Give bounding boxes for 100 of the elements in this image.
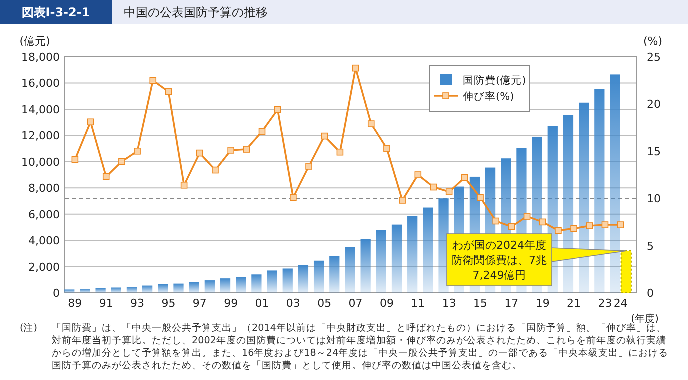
bar	[220, 278, 231, 293]
point	[243, 146, 250, 153]
point	[134, 148, 141, 155]
chart-subtitle: 図表Ⅰ-3-2-1	[22, 6, 90, 20]
y-tick-label: 14,000	[22, 103, 60, 116]
point	[150, 77, 157, 84]
y2-tick-label: 5	[647, 240, 654, 253]
point	[306, 163, 312, 170]
legend-label: 国防費(億元)	[463, 74, 526, 87]
bar	[408, 216, 418, 293]
x-tick-label: 99	[224, 297, 238, 310]
bar	[610, 74, 620, 293]
x-tick-label: 01	[255, 297, 270, 310]
bar	[158, 284, 168, 293]
bar	[142, 286, 153, 293]
y-tick-label: 12,000	[22, 130, 60, 143]
bar	[126, 287, 138, 293]
x-tick-label: 19	[536, 297, 550, 310]
bar	[330, 256, 340, 293]
y2-tick-label: 0	[647, 287, 654, 300]
bar	[80, 289, 90, 293]
bar	[345, 247, 356, 293]
point	[274, 106, 282, 114]
x-tick-label: 11	[411, 297, 426, 310]
point	[321, 132, 328, 140]
annotation: わが国の2024年度防衛関係費は、7兆7,249億円	[452, 239, 547, 282]
bar	[236, 277, 246, 293]
point	[72, 156, 79, 164]
x-tick-label: 91	[99, 297, 114, 310]
bar	[174, 284, 184, 293]
text: 「国防費」は、「中央一般公共予算支出」（2014年以前は「中央財政支出」と呼ばれたもの）における「国防予算」額。「伸び率」は、対前年度当初予算比。ただし、2002年度の国防費については対前年度増加額・伸び率のみが公表されたため、これらを前年度の執行実績からの増加分として予算額を算出。また、16年度および18～24年度は「中央一般公共予算支出」の一部である「中央本級支出」における国防予算のみが公表されたため、その数値を「国防費」として使用。伸び率の数値は中国公表値を含む。	[52, 322, 669, 372]
bar	[423, 208, 434, 293]
y-tick-label: 2,000	[28, 260, 60, 274]
point	[570, 225, 578, 232]
x-tick-label: 15	[474, 297, 488, 310]
x-tick-label: 93	[130, 297, 145, 310]
bar	[563, 115, 574, 293]
x-tick-label: 05	[318, 297, 332, 310]
text: (注)	[20, 322, 38, 334]
point	[602, 222, 609, 228]
point	[586, 222, 594, 230]
y2-tick-label: 10	[647, 192, 661, 206]
point	[492, 218, 500, 225]
x-tick-label: 07	[348, 297, 363, 310]
x-tick-label: 89	[68, 297, 82, 310]
bar	[360, 239, 371, 293]
point	[258, 128, 266, 135]
y2-tick-label: 20	[647, 98, 661, 112]
x-tick-label: 95	[162, 297, 176, 310]
point	[430, 184, 438, 191]
x-tick-label: 17	[504, 297, 519, 310]
bar	[579, 102, 590, 293]
legend-label: 伸び率(%)	[463, 90, 514, 103]
bar	[298, 265, 309, 293]
point	[524, 213, 531, 220]
bar	[594, 89, 605, 293]
bar	[314, 260, 324, 293]
x-tick-label: 03	[286, 297, 300, 310]
bar	[204, 280, 215, 293]
point	[290, 194, 297, 202]
point	[368, 120, 375, 128]
point	[352, 64, 360, 72]
x-tick-label: 23	[598, 297, 612, 310]
point	[384, 145, 390, 152]
y2-tick-label: 15	[647, 145, 661, 158]
point	[165, 88, 172, 96]
bar	[282, 268, 293, 293]
x-tick-label: 13	[442, 297, 456, 310]
y-tick-label: 18,000	[22, 51, 60, 64]
y-tick-label: 10,000	[22, 156, 60, 169]
point	[414, 172, 422, 178]
point	[446, 188, 453, 196]
point	[462, 174, 468, 182]
point	[87, 118, 94, 126]
point	[196, 150, 204, 157]
y-tick-label: 6,000	[28, 208, 60, 222]
y2-tick-label: 25	[647, 51, 661, 64]
y-axis-title: (億元)	[20, 35, 50, 48]
y2-axis-title: (%)	[643, 35, 663, 48]
bar	[392, 224, 402, 293]
point	[508, 224, 516, 230]
point	[180, 182, 188, 189]
point	[336, 148, 344, 156]
point	[212, 166, 219, 174]
x-tick-label: 24	[614, 297, 628, 310]
y-tick-label: 16,000	[22, 77, 60, 90]
x-tick-label: 21	[567, 297, 582, 310]
point	[399, 197, 406, 204]
bar	[252, 274, 262, 293]
x-tick-label: 97	[192, 297, 207, 310]
y-tick-label: 4,000	[28, 234, 60, 248]
x-axis-title: (年度)	[631, 313, 659, 325]
point	[617, 222, 624, 228]
bar	[111, 288, 122, 293]
chart-title: 中国の公表国防予算の推移	[124, 6, 268, 20]
bar	[267, 270, 278, 293]
point	[228, 147, 234, 154]
bar	[189, 282, 200, 293]
bar	[376, 230, 386, 293]
bar	[620, 250, 632, 294]
